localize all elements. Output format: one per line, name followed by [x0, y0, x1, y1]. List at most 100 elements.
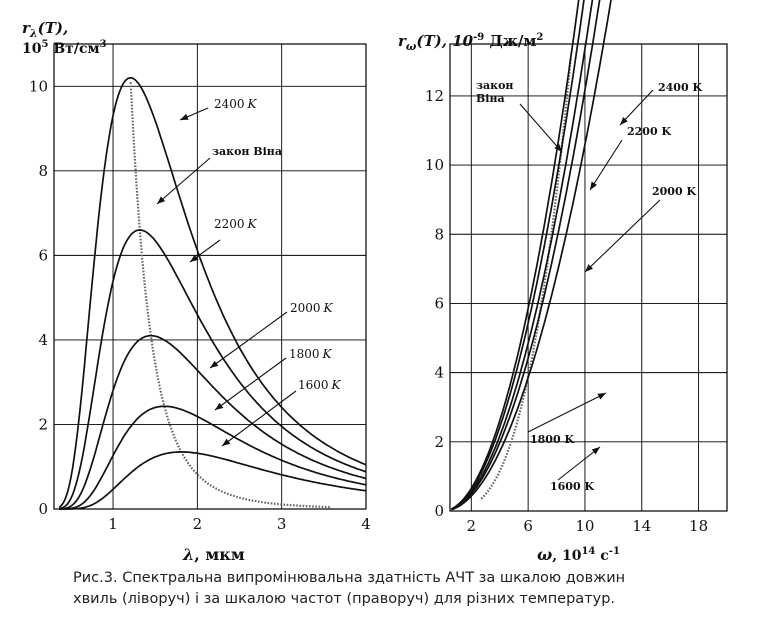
left-ylabel-sub: λ [29, 27, 38, 40]
left-series-unit-1600: K [331, 378, 342, 392]
right-series-line [451, 0, 601, 511]
right-x-tick-label: 10 [575, 517, 594, 535]
left-x-axis-title: λ, мкм [182, 545, 245, 564]
left-wien-label: закон Віна [212, 145, 282, 158]
left-x-tick-label: 1 [108, 515, 118, 533]
right-series-label-2400: 2400 K [658, 81, 702, 94]
left-y-tick-label: 0 [38, 500, 48, 518]
left-arrow-2000 [209, 311, 288, 369]
right-series-label-1600: 1600 K [550, 480, 594, 493]
right-series-line [450, 0, 580, 510]
left-y-tick-label: 4 [38, 331, 48, 349]
right-tick-labels: 2 6 10 14 18 0 2 4 6 8 10 12 [425, 87, 708, 535]
right-x-tick-label: 2 [467, 517, 477, 535]
left-series-unit-2000: K [323, 301, 334, 315]
svg-text:rλ(T),: rλ(T), [22, 19, 68, 40]
left-arrow-1800 [214, 357, 287, 411]
right-arrow-2200 [589, 139, 623, 191]
left-grid [53, 43, 367, 510]
right-y-tick-label: 4 [434, 364, 444, 382]
right-annotation-arrows [519, 89, 661, 481]
left-arrow-2400 [179, 107, 209, 121]
right-arrow-2400 [619, 89, 654, 126]
right-y-axis-title: rω(T), 10-9 Дж/м2 [398, 32, 543, 53]
right-xlabel-unit: с [595, 548, 608, 564]
right-grid [449, 43, 728, 512]
left-series-line [58, 229, 367, 510]
left-wien-law-curve [129, 82, 332, 509]
left-series-label-1600: 1600 [298, 378, 329, 392]
left-ylabel-unit: Вт/см [48, 41, 99, 57]
right-ylabel-rest: (T), 10 [416, 32, 473, 50]
right-x-tick-label: 18 [689, 517, 708, 535]
right-y-tick-label: 0 [434, 502, 444, 520]
left-series-label-2200: 2200 [214, 217, 245, 231]
left-series-label-2000: 2000 [290, 301, 321, 315]
right-ylabel-sub: ω [406, 40, 417, 53]
right-wien-label-line1: закон [476, 79, 513, 92]
left-arrow-2200 [189, 239, 221, 263]
right-y-tick-label: 2 [434, 433, 444, 451]
left-ylabel-ten: 10 [22, 41, 42, 57]
right-ylabel-r: r [398, 32, 407, 50]
right-y-tick-label: 12 [425, 87, 444, 105]
left-series-unit-2400: K [247, 97, 258, 111]
right-x-tick-label: 14 [632, 517, 651, 535]
left-series-lines [58, 77, 367, 510]
right-xlabel-mid: , 10 [552, 548, 581, 564]
right-xlabel-sup: 14 [581, 546, 595, 557]
left-series-label-1800: 1800 [289, 347, 320, 361]
left-y-tick-label: 10 [29, 77, 48, 95]
right-arrow-wien [519, 103, 563, 153]
left-x-tick-label: 3 [277, 515, 287, 533]
left-tick-labels: 1 2 3 4 0 2 4 6 8 10 [29, 77, 371, 533]
right-ylabel-unit-sup: 2 [536, 32, 543, 43]
right-series-label-2000: 2000 K [652, 185, 696, 198]
left-series-line [59, 334, 367, 510]
right-arrow-1600 [557, 446, 601, 481]
right-y-tick-label: 10 [425, 156, 444, 174]
left-series-unit-2200: K [247, 217, 258, 231]
right-y-tick-label: 6 [434, 294, 444, 312]
left-annotation-arrows [156, 107, 297, 447]
caption-line-1: Рис.3. Спектральна випромінювальна здатн… [73, 570, 626, 586]
left-y-tick-label: 6 [38, 246, 48, 264]
left-y-axis-title: rλ(T), 105 Вт/см3 [22, 19, 107, 57]
left-arrow-1600 [221, 390, 297, 447]
right-y-tick-label: 8 [434, 225, 444, 243]
right-series-labels: 2400 K 2200 K 2000 K 1800 K 1600 K закон… [476, 79, 702, 493]
right-xlabel-symbol: ω [537, 545, 552, 564]
right-series-label-2200: 2200 K [627, 125, 671, 138]
right-series-line [451, 0, 612, 511]
right-arrow-2000 [584, 199, 661, 273]
right-ylabel-sup: -9 [473, 32, 484, 43]
left-ylabel-r: r [22, 19, 31, 37]
left-series-label-2400: 2400 [214, 97, 245, 111]
figure-caption: Рис.3. Спектральна випромінювальна здатн… [73, 568, 763, 610]
left-x-tick-label: 2 [193, 515, 203, 533]
caption-line-2: хвиль (ліворуч) і за шкалою частот (прав… [73, 591, 616, 607]
left-ylabel-rest: (T), [38, 19, 69, 37]
left-series-line [59, 405, 367, 510]
left-xlabel-symbol: λ [182, 545, 194, 564]
left-arrow-wien [156, 157, 211, 205]
right-series-lines [450, 0, 612, 511]
right-wien-label-line2: Віна [476, 92, 505, 105]
right-series-line [451, 0, 585, 510]
right-x-tick-label: 6 [523, 517, 533, 535]
left-y-tick-label: 2 [38, 415, 48, 433]
right-series-line [451, 0, 594, 511]
left-xlabel-unit: , мкм [194, 545, 245, 564]
right-plot-frame [449, 43, 728, 512]
left-series-line [59, 451, 367, 510]
left-y-tick-label: 8 [38, 162, 48, 180]
right-x-axis-title: ω, 1014 с-1 [537, 545, 620, 564]
right-arrow-1800 [527, 392, 607, 433]
right-series-label-1800: 1800 K [530, 433, 574, 446]
